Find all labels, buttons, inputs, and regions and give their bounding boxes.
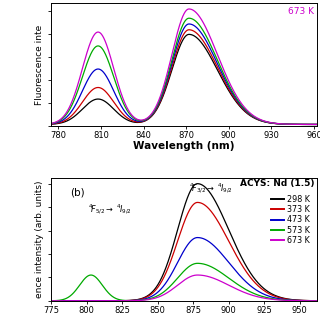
X-axis label: Wavelength (nm): Wavelength (nm) (133, 141, 235, 151)
Text: $^4\!F_{5/2} \rightarrow\ ^4\!I_{9/2}$: $^4\!F_{5/2} \rightarrow\ ^4\!I_{9/2}$ (88, 203, 132, 217)
Y-axis label: ence intensity (arb. units): ence intensity (arb. units) (35, 180, 44, 298)
Text: (b): (b) (70, 188, 84, 198)
Legend: 298 K, 373 K, 473 K, 573 K, 673 K: 298 K, 373 K, 473 K, 573 K, 673 K (268, 192, 313, 248)
Text: $^4\!F_{3/2} \rightarrow\ ^4\!I_{9/2}$: $^4\!F_{3/2} \rightarrow\ ^4\!I_{9/2}$ (188, 181, 233, 196)
Text: ACYS: Nd (1.5): ACYS: Nd (1.5) (240, 179, 314, 188)
Text: 673 K: 673 K (288, 7, 314, 16)
Y-axis label: Fluorescence inte: Fluorescence inte (35, 25, 44, 105)
